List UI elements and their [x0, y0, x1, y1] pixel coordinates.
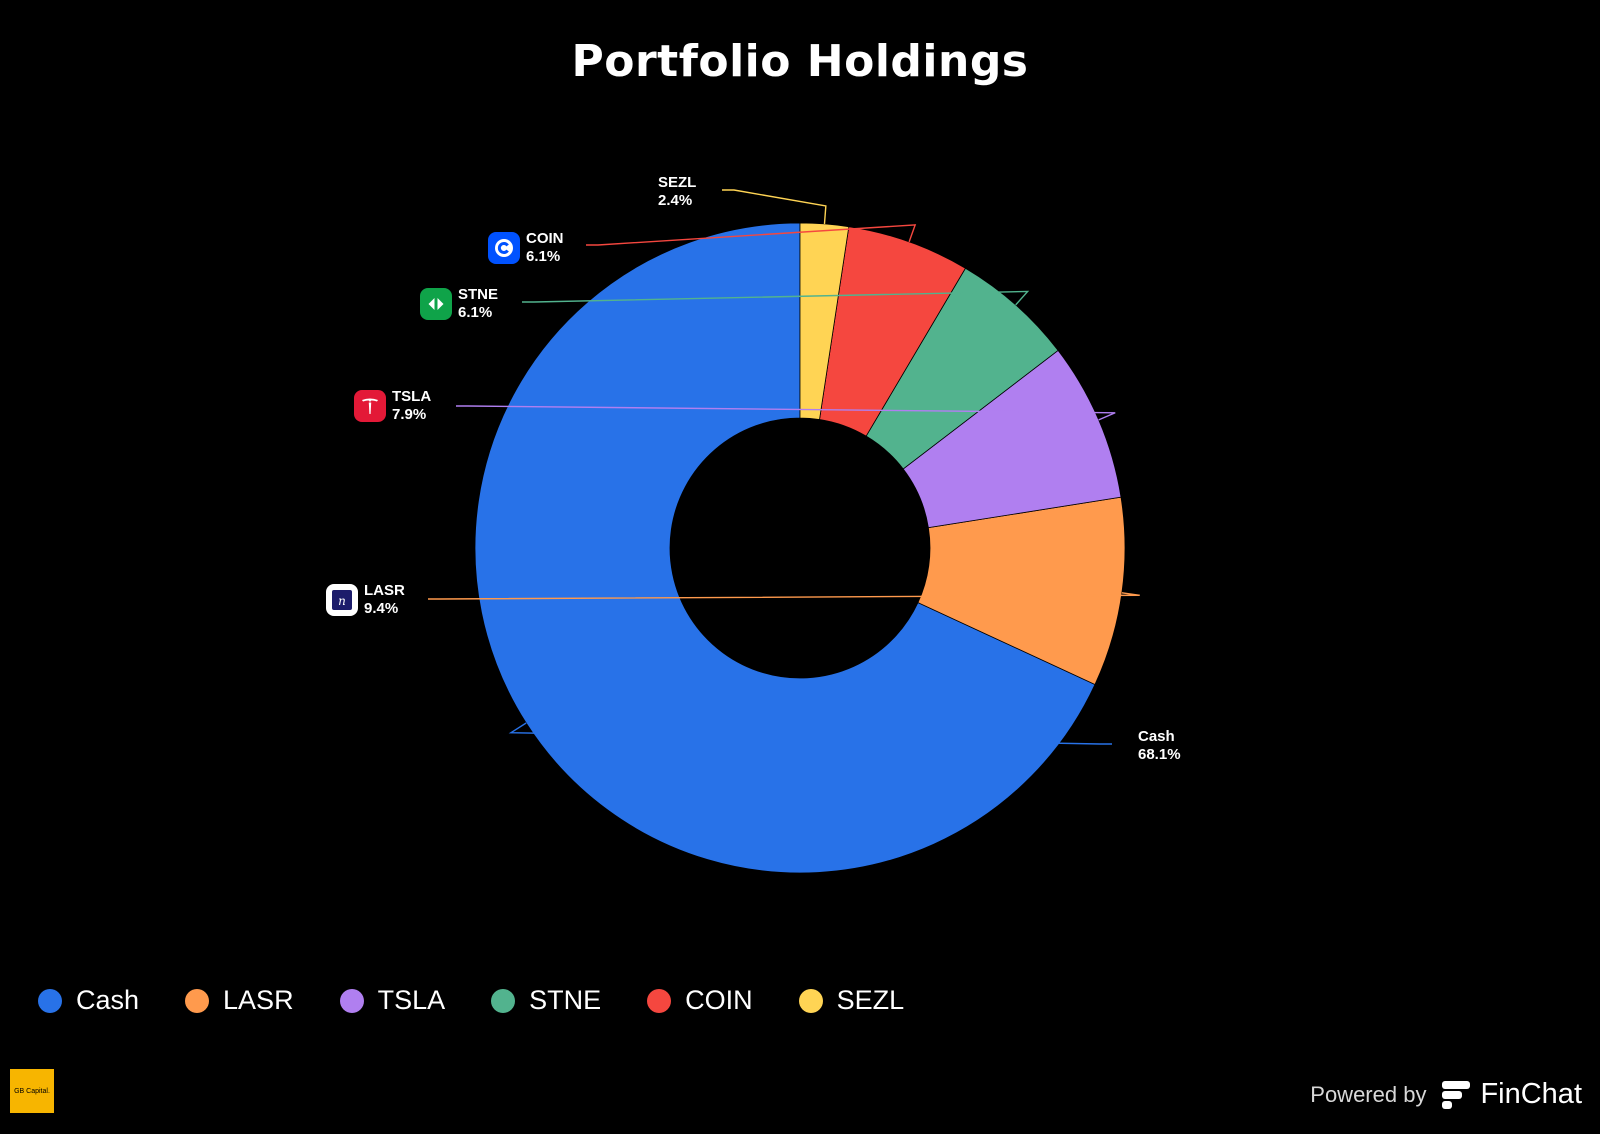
legend-dot: [798, 988, 823, 1013]
slice-label-cash: Cash 68.1%: [1138, 728, 1181, 764]
slice-label-lasr: LASR 9.4%: [364, 582, 405, 618]
slice-sezl: [799, 222, 850, 420]
brand-logo: GB Capital.: [10, 1069, 54, 1113]
legend: Cash LASR TSLA STNE COIN SEZL: [38, 985, 904, 1016]
stone-logo-icon: [420, 288, 452, 320]
finchat-wordmark: FinChat: [1480, 1078, 1582, 1110]
leader-line-tsla: [456, 405, 1116, 421]
slice-label-name: COIN: [526, 230, 564, 247]
slice-label-value: 9.4%: [364, 600, 399, 617]
leader-line-coin: [586, 224, 917, 246]
slice-cash: [474, 222, 1096, 874]
slice-label-name: SEZL: [658, 174, 697, 191]
svg-text:n: n: [338, 594, 346, 608]
legend-item-coin: COIN: [647, 985, 753, 1016]
tesla-logo-icon: [354, 390, 386, 422]
coinbase-logo-icon: [488, 232, 520, 264]
slice-label-coin: COIN 6.1%: [526, 230, 564, 266]
legend-item-stne: STNE: [491, 985, 601, 1016]
slice-label-tsla: TSLA 7.9%: [392, 388, 431, 424]
legend-dot: [185, 988, 210, 1013]
slice-label-value: 7.9%: [392, 406, 427, 423]
legend-label: LASR: [223, 985, 294, 1015]
slices-layer: [474, 222, 1126, 874]
leader-line-cash: [508, 722, 1112, 745]
leader-line-sezl: [722, 189, 827, 224]
legend-dot: [38, 988, 62, 1013]
powered-by-text: Powered by: [1310, 1081, 1427, 1107]
powered-by: Powered by FinChat: [1310, 1078, 1582, 1111]
brand-logo-text: GB Capital.: [14, 1087, 50, 1095]
slice-label-value: 2.4%: [658, 192, 693, 209]
slice-label-name: TSLA: [392, 388, 432, 405]
legend-label: TSLA: [377, 985, 446, 1015]
legend-label: Cash: [76, 985, 140, 1015]
leader-line-stne: [522, 290, 1030, 306]
legend-label: STNE: [529, 985, 602, 1015]
legend-label: SEZL: [836, 985, 905, 1015]
finchat-logo-icon: [1442, 1080, 1471, 1109]
legend-dot: [491, 988, 516, 1013]
leader-line-lasr: [428, 592, 1140, 600]
slice-label-value: 68.1%: [1138, 746, 1181, 763]
legend-dot: [339, 988, 364, 1013]
legend-item-cash: Cash: [38, 985, 139, 1016]
legend-item-sezl: SEZL: [798, 985, 905, 1016]
slice-label-value: 6.1%: [458, 304, 493, 321]
legend-dot: [647, 988, 672, 1013]
slice-label-value: 6.1%: [526, 248, 561, 265]
slice-label-name: Cash: [1138, 728, 1175, 745]
nlight-logo-icon: n: [326, 584, 358, 616]
legend-label: COIN: [685, 985, 753, 1015]
legend-item-tsla: TSLA: [339, 985, 446, 1016]
slice-label-name: STNE: [458, 286, 499, 303]
leader-lines-layer: [428, 189, 1140, 745]
legend-item-lasr: LASR: [185, 985, 294, 1016]
slice-label-sezl: SEZL 2.4%: [658, 174, 696, 210]
slice-label-name: LASR: [364, 582, 405, 599]
chart-title: Portfolio Holdings: [571, 36, 1029, 87]
slice-label-stne: STNE 6.1%: [458, 286, 498, 322]
